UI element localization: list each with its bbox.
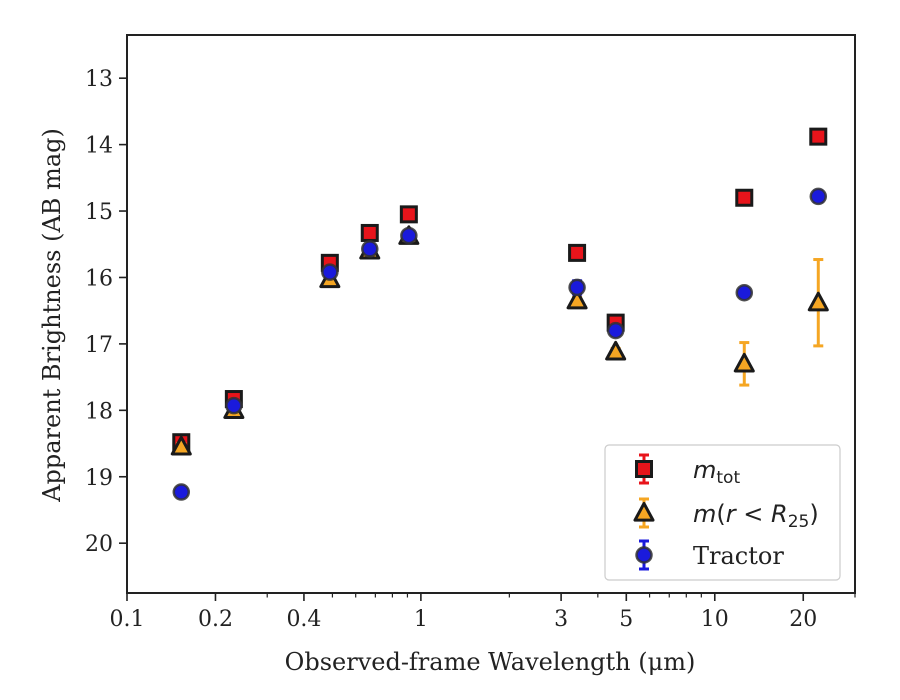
legend: mtot m(r < R25) Tractor xyxy=(604,444,841,581)
data-point-circle xyxy=(809,187,828,206)
legend-marker-square xyxy=(635,460,653,478)
data-point-circle xyxy=(400,226,418,245)
data-point-square xyxy=(568,243,587,262)
legend-marker-triangle xyxy=(633,502,655,522)
y-tick-label: 14 xyxy=(85,134,113,159)
y-tick-label: 16 xyxy=(85,266,113,291)
data-point-square xyxy=(809,127,828,146)
data-point-square xyxy=(360,223,379,242)
y-tick-label: 15 xyxy=(85,200,113,225)
legend-entry: mtot xyxy=(635,453,740,488)
data-point-circle xyxy=(361,240,379,258)
data-point-square xyxy=(735,188,754,207)
data-point-triangle xyxy=(807,291,829,312)
y-tick-label: 18 xyxy=(85,399,113,424)
series-circle xyxy=(172,187,828,501)
y-tick-label: 19 xyxy=(85,466,113,491)
y-tick-label: 20 xyxy=(85,532,113,557)
y-axis-label: Apparent Brightness (AB mag) xyxy=(38,128,66,503)
y-tick-label: 17 xyxy=(85,333,113,358)
legend-label: Tractor xyxy=(693,542,784,570)
x-tick-label: 20 xyxy=(789,607,817,632)
data-point-circle xyxy=(606,321,625,340)
data-point-circle xyxy=(225,396,243,415)
plot-frame xyxy=(126,34,856,594)
data-point-triangle xyxy=(566,289,588,310)
data-point-circle xyxy=(321,263,339,281)
data-point-triangle xyxy=(605,340,627,361)
x-tick-label: 3 xyxy=(554,607,568,632)
x-tick-label: 0.2 xyxy=(198,607,233,632)
x-axis-label: Observed-frame Wavelength (μm) xyxy=(285,648,696,676)
series-triangle xyxy=(170,225,829,456)
series-square xyxy=(172,127,828,452)
data-point-square xyxy=(399,205,418,224)
x-tick-label: 5 xyxy=(619,607,633,632)
x-tick-label: 10 xyxy=(701,607,729,632)
data-point-circle xyxy=(568,278,586,297)
legend-entry: m(r < R25) xyxy=(633,497,819,532)
legend-label: m(r < R25) xyxy=(693,500,819,532)
legend-entry: Tractor xyxy=(635,539,784,571)
data-point-circle xyxy=(735,283,754,302)
y-tick-label: 13 xyxy=(85,67,113,92)
data-point-triangle xyxy=(733,352,755,373)
data-point-triangle xyxy=(170,435,192,456)
plot-area xyxy=(170,127,829,501)
legend-marker-circle xyxy=(635,546,653,564)
x-tick-label: 0.1 xyxy=(110,607,145,632)
legend-label: mtot xyxy=(693,456,740,488)
x-tick-label: 1 xyxy=(414,607,428,632)
data-point-circle xyxy=(172,483,191,501)
x-tick-label: 0.4 xyxy=(286,607,321,632)
legend-box xyxy=(604,444,841,581)
